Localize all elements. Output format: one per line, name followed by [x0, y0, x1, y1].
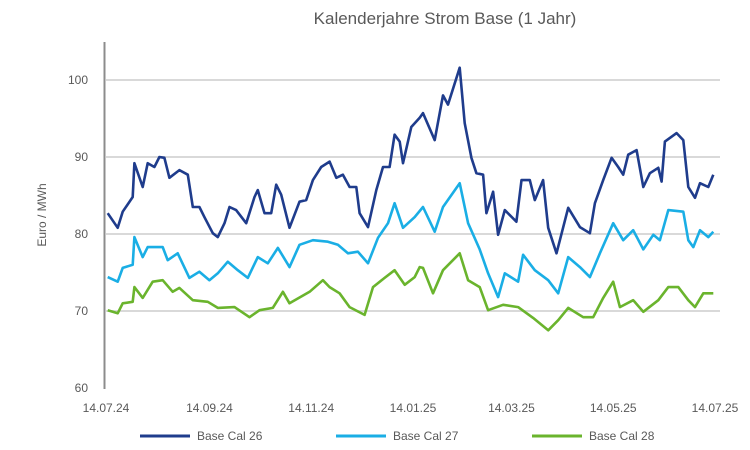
y-tick-label: 90	[75, 150, 89, 164]
y-tick-label: 70	[75, 304, 89, 318]
legend-label: Base Cal 28	[589, 429, 655, 443]
x-tick-label: 14.05.25	[590, 401, 637, 415]
y-tick-label: 60	[75, 381, 89, 395]
y-tick-label: 100	[68, 73, 88, 87]
series-line-1	[106, 66, 715, 255]
x-tick-label: 14.11.24	[288, 401, 334, 415]
legend-label: Base Cal 26	[197, 429, 263, 443]
x-tick-label: 14.03.25	[488, 401, 535, 415]
legend-label: Base Cal 27	[393, 429, 459, 443]
series-line-3	[107, 252, 714, 332]
x-tick-label: 14.07.24	[83, 401, 130, 415]
x-tick-label: 14.07.25	[692, 401, 739, 415]
y-tick-label: 80	[75, 227, 89, 241]
series-line-2	[107, 181, 715, 299]
x-tick-label: 14.01.25	[390, 401, 437, 415]
x-tick-label: 14.09.24	[186, 401, 233, 415]
chart-title: Kalenderjahre Strom Base (1 Jahr)	[314, 9, 577, 28]
y-axis-label: Euro / MWh	[35, 183, 49, 246]
